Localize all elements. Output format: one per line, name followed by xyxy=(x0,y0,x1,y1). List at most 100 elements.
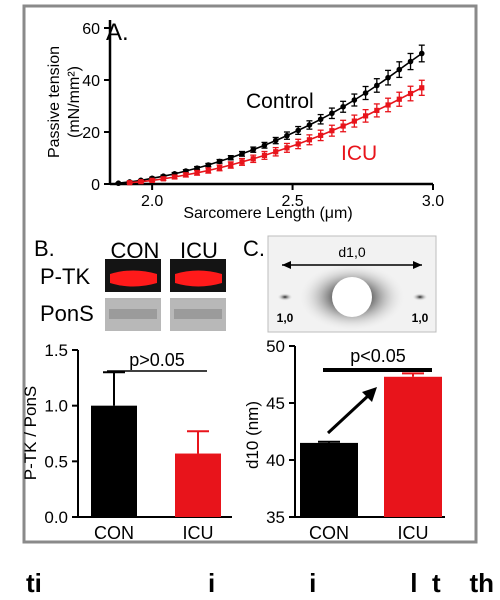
data-point xyxy=(419,85,425,91)
data-point xyxy=(194,170,200,176)
panel-b-bar-con xyxy=(91,405,137,517)
data-point xyxy=(385,74,391,81)
data-point xyxy=(362,113,369,119)
data-point xyxy=(127,180,133,186)
data-point xyxy=(250,156,256,162)
panel-c-y-tick-label: 45 xyxy=(266,394,285,413)
d10-spacing-label: d1,0 xyxy=(338,244,365,260)
data-point xyxy=(284,132,290,139)
data-point xyxy=(318,132,324,138)
data-point xyxy=(172,174,178,180)
data-point xyxy=(418,50,425,57)
panel-c-diffraction-pattern: C. d1,0 1,0 1,0 xyxy=(243,235,437,333)
data-point xyxy=(396,96,402,102)
diffraction-left-spot xyxy=(277,293,293,301)
panel-b-y-label: P-TK / PonS xyxy=(21,386,40,480)
data-point xyxy=(351,118,357,124)
blot-row-pons-label: PonS xyxy=(40,301,94,326)
panel-a-y-label-line1: Passive tension xyxy=(46,46,63,158)
data-point xyxy=(205,162,212,168)
panel-a-y-label-line2: (mN/mm²) xyxy=(66,66,83,138)
panel-b-y-tick-label: 1.5 xyxy=(44,341,68,360)
panel-a-y-tick-label: 40 xyxy=(82,73,100,90)
data-point xyxy=(239,159,245,165)
panel-b-bar-chart: 0.0 0.5 1.0 1.5 CON ICU P-TK / PonS p>0.05 xyxy=(21,341,232,543)
panel-c-label: C. xyxy=(243,236,265,261)
data-point xyxy=(273,149,279,155)
panel-c-y-label: d10 (nm) xyxy=(243,401,262,469)
panel-b-p-value: p>0.05 xyxy=(129,350,185,370)
data-point xyxy=(261,142,268,149)
data-point xyxy=(306,122,313,128)
data-point xyxy=(239,151,245,157)
data-point xyxy=(340,103,346,110)
d10-arrow-right xyxy=(413,261,422,269)
data-point xyxy=(407,58,414,65)
left-reflection-label: 1,0 xyxy=(277,311,294,325)
panel-a-x-tick-label: 3.0 xyxy=(422,193,444,210)
data-point xyxy=(216,165,223,171)
data-point xyxy=(149,177,155,183)
blot-lane-con-label: CON xyxy=(111,238,160,263)
data-point xyxy=(396,66,403,73)
data-point xyxy=(407,90,414,97)
panel-b-western-blot: B. CON ICU P-TK PonS xyxy=(34,236,226,331)
panel-c-category-label: ICU xyxy=(398,523,429,543)
panel-c-y-tick-label: 50 xyxy=(266,337,285,356)
data-point xyxy=(340,123,346,129)
panel-b-y-tick-label: 0.5 xyxy=(44,452,68,471)
data-point xyxy=(362,90,369,96)
blot-row-ptk-label: P-TK xyxy=(40,264,90,289)
data-point xyxy=(295,141,301,147)
panel-c-bar-chart: 35 40 45 50 CON ICU d10 (nm) p<0.05 xyxy=(243,337,445,543)
blot-pons-icu-band xyxy=(174,309,222,319)
panel-b-category-label: ICU xyxy=(183,523,214,543)
panel-c-trend-arrowhead xyxy=(362,387,377,402)
data-point xyxy=(160,176,166,182)
data-point xyxy=(351,97,358,103)
data-point xyxy=(205,167,211,174)
data-point xyxy=(228,162,234,168)
legend-control-label: Control xyxy=(246,90,314,113)
data-point xyxy=(216,158,223,165)
panel-b-y-tick-label: 0.0 xyxy=(44,508,68,527)
panel-a-y-tick-label: 0 xyxy=(91,177,100,194)
panel-a-x-tick-label: 2.0 xyxy=(141,193,163,210)
blot-pons-con-band xyxy=(109,309,157,319)
panel-b-label: B. xyxy=(34,236,55,261)
data-point xyxy=(317,116,324,123)
panel-a-line-chart: A. 0 20 40 60 2.0 2.5 3.0 Passive tension (mN… xyxy=(46,19,444,222)
data-point xyxy=(261,152,268,158)
blot-lane-icu-label: ICU xyxy=(180,238,218,263)
data-point xyxy=(374,82,380,89)
data-point xyxy=(306,137,313,143)
data-point xyxy=(183,172,189,178)
data-point xyxy=(250,146,257,153)
panel-c-bar-icu xyxy=(384,376,442,517)
legend-icu-label: ICU xyxy=(341,142,377,165)
blot-ptk-con-band xyxy=(110,270,157,287)
data-point xyxy=(295,127,301,134)
panel-a-y-tick-label: 60 xyxy=(82,21,100,38)
panel-c-y-tick-label: 35 xyxy=(266,508,285,527)
blot-ptk-icu-band xyxy=(175,270,222,287)
data-point xyxy=(284,145,290,151)
diffraction-beamstop xyxy=(332,277,372,317)
data-point xyxy=(385,102,391,108)
panel-c-bar-con xyxy=(300,442,358,517)
cropped-caption-text: ti i i l t th xyxy=(26,568,494,598)
panel-a-x-tick-label: 2.5 xyxy=(281,193,303,210)
panel-a-y-tick-label: 20 xyxy=(82,125,100,142)
data-point xyxy=(227,154,234,161)
panel-b-bar-icu xyxy=(175,453,221,517)
data-point xyxy=(329,128,335,134)
panel-c-y-tick-label: 40 xyxy=(266,451,285,470)
panel-c-p-value: p<0.05 xyxy=(350,346,406,366)
panel-c-category-label: CON xyxy=(309,523,349,543)
panel-a-label: A. xyxy=(106,19,129,46)
data-point xyxy=(272,137,279,144)
panel-b-category-label: CON xyxy=(94,523,134,543)
right-reflection-label: 1,0 xyxy=(412,311,429,325)
panel-c-trend-arrow xyxy=(326,393,371,435)
